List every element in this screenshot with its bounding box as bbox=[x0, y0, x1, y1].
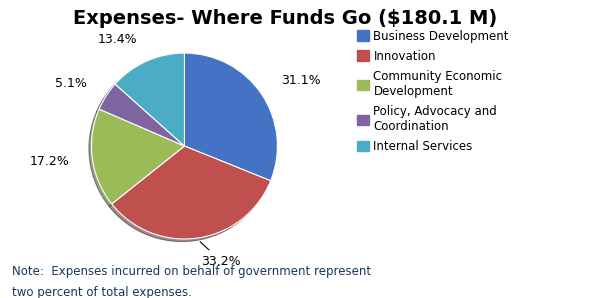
Wedge shape bbox=[115, 53, 184, 146]
Text: 17.2%: 17.2% bbox=[30, 155, 69, 168]
Text: 5.1%: 5.1% bbox=[55, 77, 86, 90]
Legend: Business Development, Innovation, Community Economic
Development, Policy, Advoca: Business Development, Innovation, Commun… bbox=[357, 30, 509, 153]
Text: Note:  Expenses incurred on behalf of government represent: Note: Expenses incurred on behalf of gov… bbox=[12, 265, 371, 278]
Wedge shape bbox=[92, 109, 184, 204]
Text: Expenses- Where Funds Go ($180.1 M): Expenses- Where Funds Go ($180.1 M) bbox=[73, 9, 498, 28]
Text: 33.2%: 33.2% bbox=[200, 242, 241, 268]
Text: 31.1%: 31.1% bbox=[281, 74, 320, 88]
Wedge shape bbox=[112, 146, 271, 239]
Wedge shape bbox=[184, 53, 277, 181]
Text: 13.4%: 13.4% bbox=[98, 33, 137, 46]
Wedge shape bbox=[99, 84, 184, 146]
Text: two percent of total expenses.: two percent of total expenses. bbox=[12, 286, 192, 298]
